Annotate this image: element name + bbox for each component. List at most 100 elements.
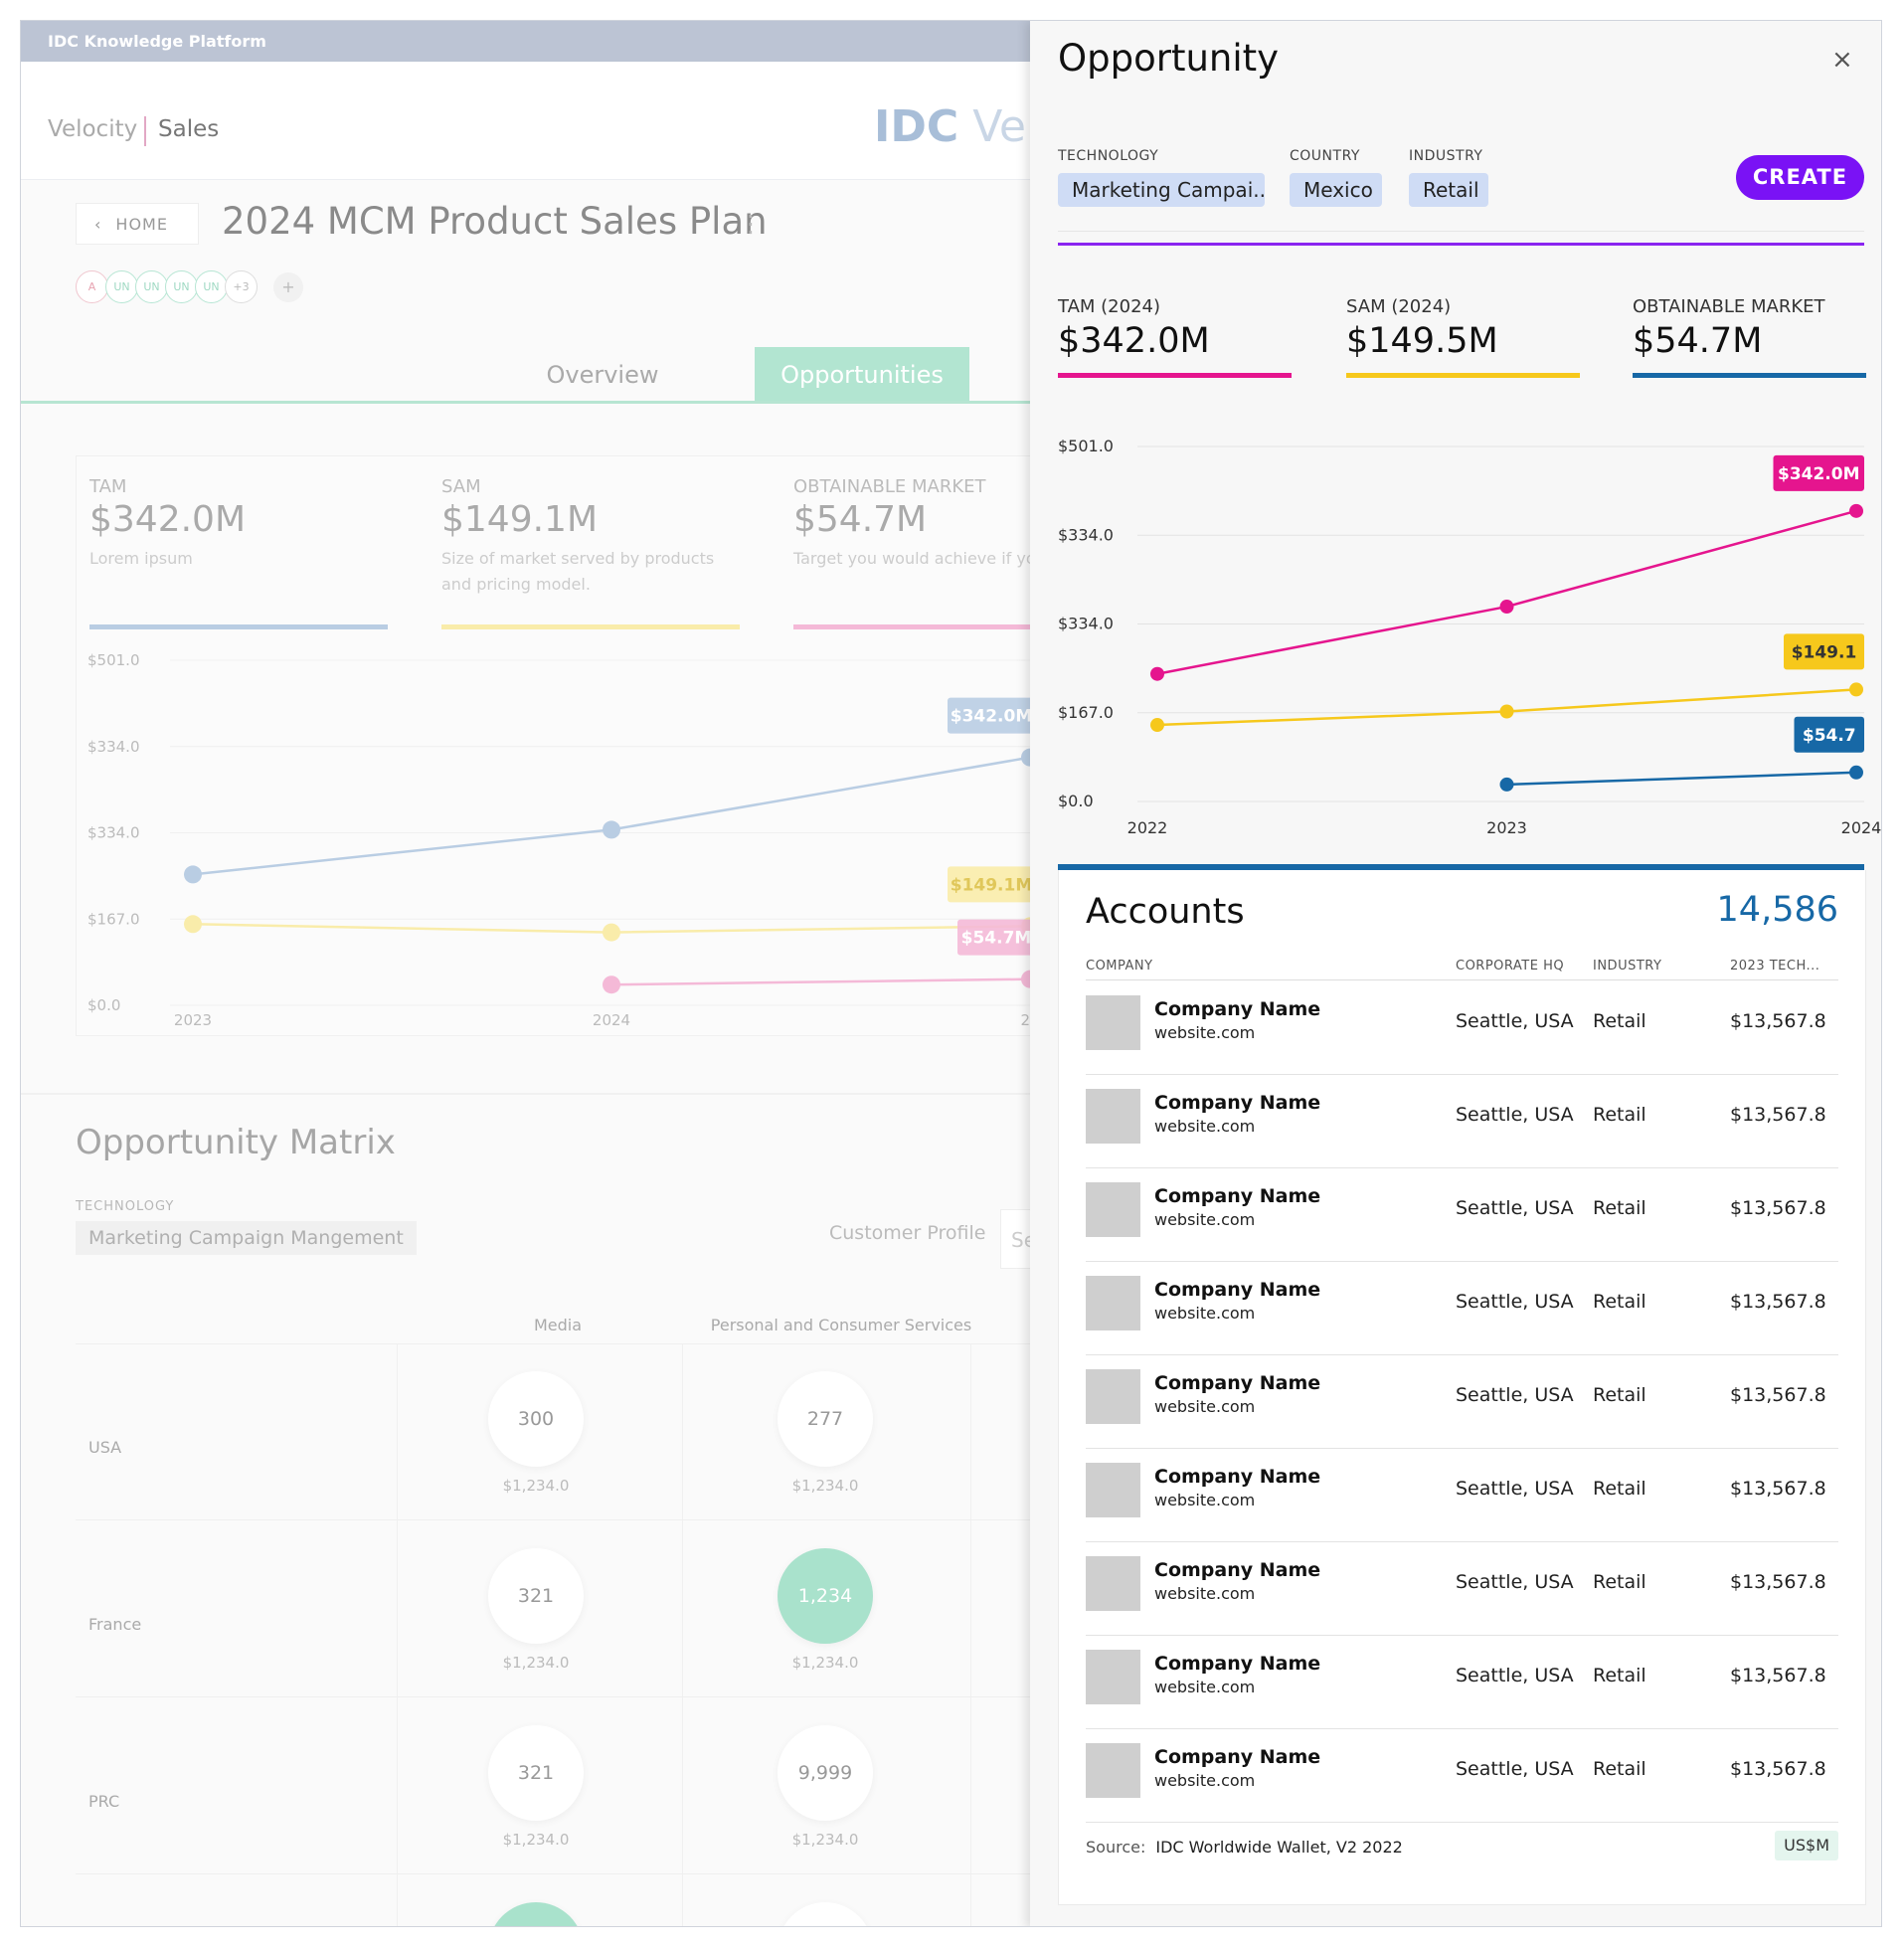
data-point — [1499, 777, 1514, 792]
kpi-card: TAM $342.0M Lorem ipsum SAM $149.1M Size… — [76, 455, 1249, 1036]
kpi-value: $54.7M — [793, 499, 928, 540]
avatar[interactable]: UN — [195, 270, 228, 303]
y-tick-label: $501.0 — [1058, 437, 1114, 455]
company-logo — [1086, 1463, 1140, 1517]
matrix-bubble-highlighted[interactable] — [488, 1902, 584, 1926]
company-logo — [1086, 1743, 1140, 1798]
industry: Retail — [1593, 1758, 1646, 1780]
metric-bar — [1058, 373, 1292, 378]
avatar[interactable]: UN — [105, 270, 138, 303]
x-tick-label: 20 — [1020, 1011, 1030, 1029]
page-title: 2024 MCM Product Sales Plan — [222, 200, 768, 243]
matrix-divider — [76, 1696, 1070, 1697]
matrix-row-label: USA — [88, 1438, 122, 1457]
filter-label: TECHNOLOGY — [1058, 148, 1159, 164]
y-tick-label: $167.0 — [1058, 703, 1114, 722]
column-header[interactable]: COMPANY — [1086, 959, 1153, 974]
nav-sales-link[interactable]: Sales — [158, 116, 220, 142]
data-label: $54.7 — [1803, 726, 1856, 746]
kpi-description: Lorem ipsum — [89, 549, 193, 568]
matrix-divider — [76, 1519, 1070, 1520]
account-row[interactable]: Company Name website.com Seattle, USA Retai… — [1086, 1728, 1838, 1823]
account-row[interactable]: Company Name website.com Seattle, USA Retai… — [1086, 1167, 1838, 1262]
metric-label: OBTAINABLE MARKET — [1633, 296, 1825, 317]
company-name: Company Name — [1154, 1746, 1321, 1768]
matrix-bubble[interactable]: 321 — [488, 1548, 584, 1644]
metric-label: TAM (2024) — [1058, 296, 1161, 317]
matrix-title: Opportunity Matrix — [76, 1123, 396, 1162]
data-point — [603, 820, 620, 839]
account-row[interactable]: Company Name website.com Seattle, USA Retai… — [1086, 1074, 1838, 1168]
avatar[interactable]: A — [76, 270, 108, 303]
matrix-row-label: PRC — [88, 1792, 120, 1811]
nav-velocity-link[interactable]: Velocity — [48, 116, 138, 142]
matrix-bubble[interactable]: 9,999 — [778, 1725, 873, 1821]
more-options-icon[interactable]: ⋮ — [739, 210, 763, 238]
avatar[interactable]: UN — [135, 270, 168, 303]
opportunity-line-chart: $501.0 $334.0 $334.0 $167.0 $0.0 2022 2023 2024… — [1058, 437, 1881, 837]
company-logo — [1086, 1089, 1140, 1144]
kpi-tam: TAM $342.0M Lorem ipsum — [89, 476, 388, 629]
account-row[interactable]: Company Name website.com Seattle, USA Retai… — [1086, 1541, 1838, 1636]
x-tick-label: 2023 — [174, 1011, 212, 1029]
column-header[interactable]: 2023 TECH... — [1730, 959, 1820, 974]
column-header[interactable]: INDUSTRY — [1593, 959, 1662, 974]
company-logo — [1086, 1276, 1140, 1330]
kpi-value: $342.0M — [89, 499, 247, 540]
matrix-divider — [397, 1343, 398, 1926]
account-row[interactable]: Company Name website.com Seattle, USA Retai… — [1086, 1448, 1838, 1542]
home-button[interactable]: ‹ HOME — [76, 203, 199, 245]
matrix-bubble[interactable]: 300 — [488, 1371, 584, 1467]
data-point — [1849, 765, 1863, 780]
data-point — [603, 923, 620, 942]
matrix-column-header: Personal and Consumer Services — [710, 1316, 972, 1334]
metric-tam: TAM (2024) $342.0M — [1058, 296, 1292, 378]
tab-overview[interactable]: Overview — [546, 361, 659, 389]
close-icon[interactable]: × — [1831, 45, 1853, 75]
matrix-bubble-value: $1,234.0 — [791, 1654, 859, 1672]
matrix-bubble[interactable]: 321 — [488, 1725, 584, 1821]
y-tick-label: $0.0 — [1058, 792, 1094, 810]
company-name: Company Name — [1154, 1185, 1321, 1207]
create-button[interactable]: CREATE — [1736, 155, 1864, 200]
company-name: Company Name — [1154, 1559, 1321, 1581]
country-chip[interactable]: Mexico — [1290, 173, 1382, 207]
matrix-column-header: Media — [533, 1316, 583, 1334]
industry: Retail — [1593, 1010, 1646, 1032]
matrix-technology-chip[interactable]: Marketing Campaign Mangement — [76, 1221, 417, 1255]
company-name: Company Name — [1154, 998, 1321, 1020]
kpi-value: $149.1M — [441, 499, 599, 540]
avatar[interactable]: UN — [165, 270, 198, 303]
section-divider — [21, 1093, 1881, 1095]
company-name: Company Name — [1154, 1466, 1321, 1488]
background-line-chart: $501.0 $334.0 $334.0 $167.0 $0.0 2023 2024 20 $3… — [87, 651, 1030, 1029]
technology-chip[interactable]: Marketing Campai... — [1058, 173, 1265, 207]
y-tick-label: $501.0 — [87, 651, 140, 669]
account-row[interactable]: Company Name website.com Seattle, USA Retai… — [1086, 1261, 1838, 1355]
tab-opportunities[interactable]: Opportunities — [755, 347, 969, 403]
column-header[interactable]: CORPORATE HQ — [1456, 959, 1565, 974]
data-label-badge — [957, 919, 1030, 956]
tech-spend: $13,567.8 — [1730, 1758, 1826, 1780]
add-user-icon[interactable]: + — [273, 272, 303, 302]
matrix-divider — [76, 1343, 1070, 1344]
data-label-badge — [948, 697, 1030, 734]
corporate-hq: Seattle, USA — [1456, 1478, 1574, 1500]
industry-chip[interactable]: Retail — [1409, 173, 1488, 207]
matrix-bubble[interactable] — [778, 1902, 873, 1926]
corporate-hq: Seattle, USA — [1456, 1665, 1574, 1686]
company-logo — [1086, 1182, 1140, 1237]
matrix-divider — [682, 1343, 683, 1926]
x-tick-label: 2023 — [1486, 818, 1527, 837]
y-tick-label: $334.0 — [1058, 525, 1114, 544]
avatar-more[interactable]: +3 — [225, 270, 258, 303]
matrix-bubble-highlighted[interactable]: 1,234 — [778, 1548, 873, 1644]
series-line — [610, 977, 1030, 986]
industry: Retail — [1593, 1384, 1646, 1406]
matrix-bubble[interactable]: 277 — [778, 1371, 873, 1467]
account-row[interactable]: Company Name website.com Seattle, USA Retai… — [1086, 1635, 1838, 1729]
matrix-divider — [970, 1343, 971, 1926]
home-label: HOME — [115, 215, 168, 234]
account-row[interactable]: Company Name website.com Seattle, USA Retai… — [1086, 980, 1838, 1075]
account-row[interactable]: Company Name website.com Seattle, USA Retai… — [1086, 1354, 1838, 1449]
